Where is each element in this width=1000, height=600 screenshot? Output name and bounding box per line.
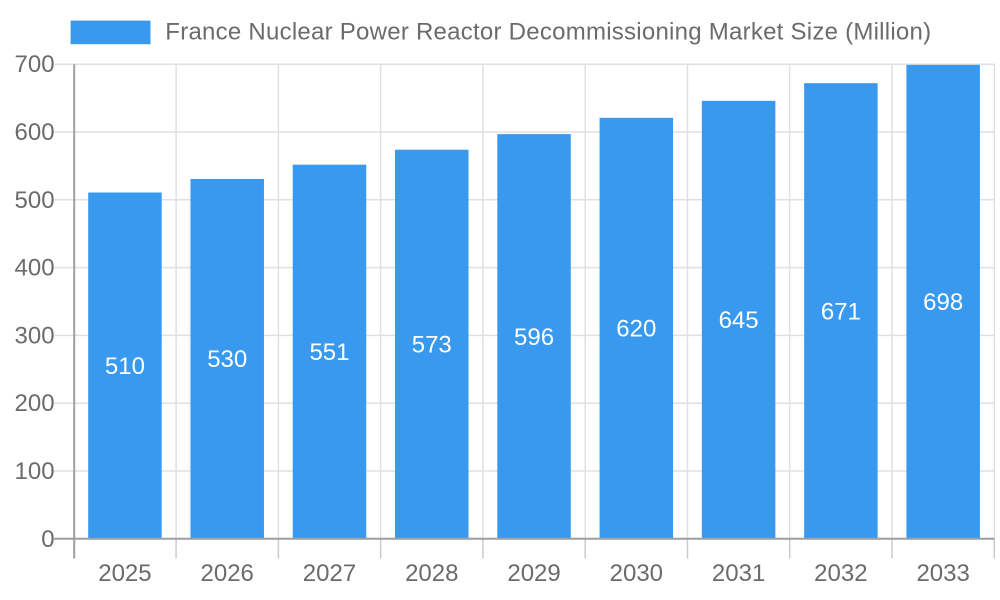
svg-text:2033: 2033 <box>916 560 969 587</box>
svg-text:500: 500 <box>15 187 55 214</box>
svg-text:510: 510 <box>105 353 145 380</box>
svg-text:France Nuclear Power Reactor D: France Nuclear Power Reactor Decommissio… <box>165 19 931 46</box>
svg-text:400: 400 <box>15 255 55 282</box>
svg-text:100: 100 <box>15 458 55 485</box>
svg-text:200: 200 <box>15 390 55 417</box>
svg-text:700: 700 <box>15 51 55 78</box>
svg-text:300: 300 <box>15 322 55 349</box>
svg-text:2029: 2029 <box>507 560 560 587</box>
svg-text:645: 645 <box>719 307 759 334</box>
svg-text:2031: 2031 <box>712 560 765 587</box>
svg-text:2032: 2032 <box>814 560 867 587</box>
svg-text:2030: 2030 <box>610 560 663 587</box>
svg-text:698: 698 <box>923 289 963 316</box>
svg-text:573: 573 <box>412 332 452 359</box>
svg-text:620: 620 <box>616 316 656 343</box>
svg-text:2027: 2027 <box>303 560 356 587</box>
svg-text:2026: 2026 <box>201 560 254 587</box>
svg-text:551: 551 <box>309 339 349 366</box>
svg-text:2025: 2025 <box>98 560 151 587</box>
svg-text:600: 600 <box>15 119 55 146</box>
svg-text:671: 671 <box>821 298 861 325</box>
svg-text:530: 530 <box>207 346 247 373</box>
svg-text:596: 596 <box>514 324 554 351</box>
svg-text:2028: 2028 <box>405 560 458 587</box>
svg-text:0: 0 <box>41 526 54 553</box>
